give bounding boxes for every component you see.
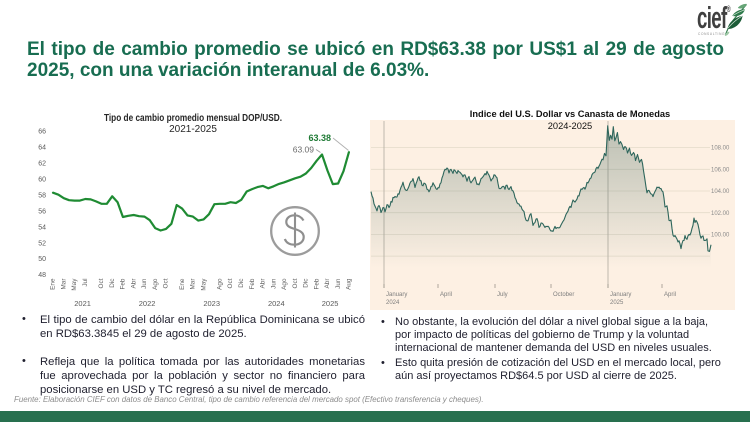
svg-text:May: May [200,278,207,291]
svg-text:Abr: Abr [259,278,266,289]
svg-text:Oct: Oct [292,278,299,288]
svg-text:Abr: Abr [130,278,137,289]
svg-text:102.00: 102.00 [711,211,730,217]
svg-text:2022: 2022 [139,299,156,308]
svg-text:Mar: Mar [190,278,197,290]
svg-text:54: 54 [38,224,46,231]
svg-text:2025: 2025 [322,299,339,308]
svg-text:Oct: Oct [163,278,170,288]
svg-text:Dic: Dic [238,278,245,288]
svg-text:52: 52 [38,240,46,247]
svg-text:48: 48 [38,272,46,279]
svg-text:106.00: 106.00 [711,167,730,173]
svg-text:January: January [386,292,407,298]
svg-text:56: 56 [38,208,46,215]
svg-text:Dic: Dic [303,278,310,288]
svg-text:Tipo de cambio promedio mensua: Tipo de cambio promedio mensual DOP/USD. [104,112,282,124]
svg-text:Feb: Feb [249,278,256,289]
svg-text:October: October [553,292,574,298]
svg-text:104.00: 104.00 [711,189,730,195]
svg-text:60: 60 [38,177,46,184]
svg-text:Mar: Mar [60,278,67,290]
svg-text:May: May [71,278,78,291]
svg-text:2024-2025: 2024-2025 [548,121,592,131]
svg-text:Feb: Feb [313,278,320,289]
svg-text:January: January [610,292,631,298]
svg-text:63.09: 63.09 [293,145,315,155]
svg-text:Abr: Abr [324,278,331,289]
svg-text:Ago: Ago [216,278,223,290]
svg-text:Jun: Jun [141,278,148,289]
svg-text:Ene: Ene [50,278,57,290]
svg-text:April: April [664,292,676,298]
svg-text:Ago: Ago [281,278,288,290]
svg-text:Ene: Ene [179,278,186,290]
svg-text:2024: 2024 [386,300,400,306]
svg-text:2024: 2024 [268,299,285,308]
svg-text:2023: 2023 [203,299,220,308]
svg-text:62: 62 [38,161,46,168]
svg-text:66: 66 [38,129,46,136]
svg-text:Jun: Jun [335,278,342,289]
svg-text:Feb: Feb [120,278,127,289]
svg-text:100.00: 100.00 [711,233,730,239]
svg-text:Jul: Jul [82,279,89,287]
svg-text:Jun: Jun [270,278,277,289]
svg-text:63.38: 63.38 [308,133,331,143]
svg-text:Oct: Oct [98,278,105,288]
svg-text:64: 64 [38,145,46,152]
svg-text:July: July [497,292,508,298]
svg-text:Ago: Ago [152,278,159,290]
svg-text:Aug: Aug [346,278,353,290]
svg-text:Dic: Dic [109,278,116,288]
svg-text:108.00: 108.00 [711,146,730,152]
svg-text:April: April [440,292,452,298]
svg-text:2025: 2025 [610,300,624,306]
svg-text:Oct: Oct [227,278,234,288]
svg-text:2021: 2021 [74,299,91,308]
svg-text:50: 50 [38,256,46,263]
svg-text:2021-2025: 2021-2025 [169,124,217,135]
svg-text:Indice del U.S. Dollar vs Cana: Indice del U.S. Dollar vs Canasta de Mon… [470,109,670,119]
svg-text:58: 58 [38,193,46,200]
